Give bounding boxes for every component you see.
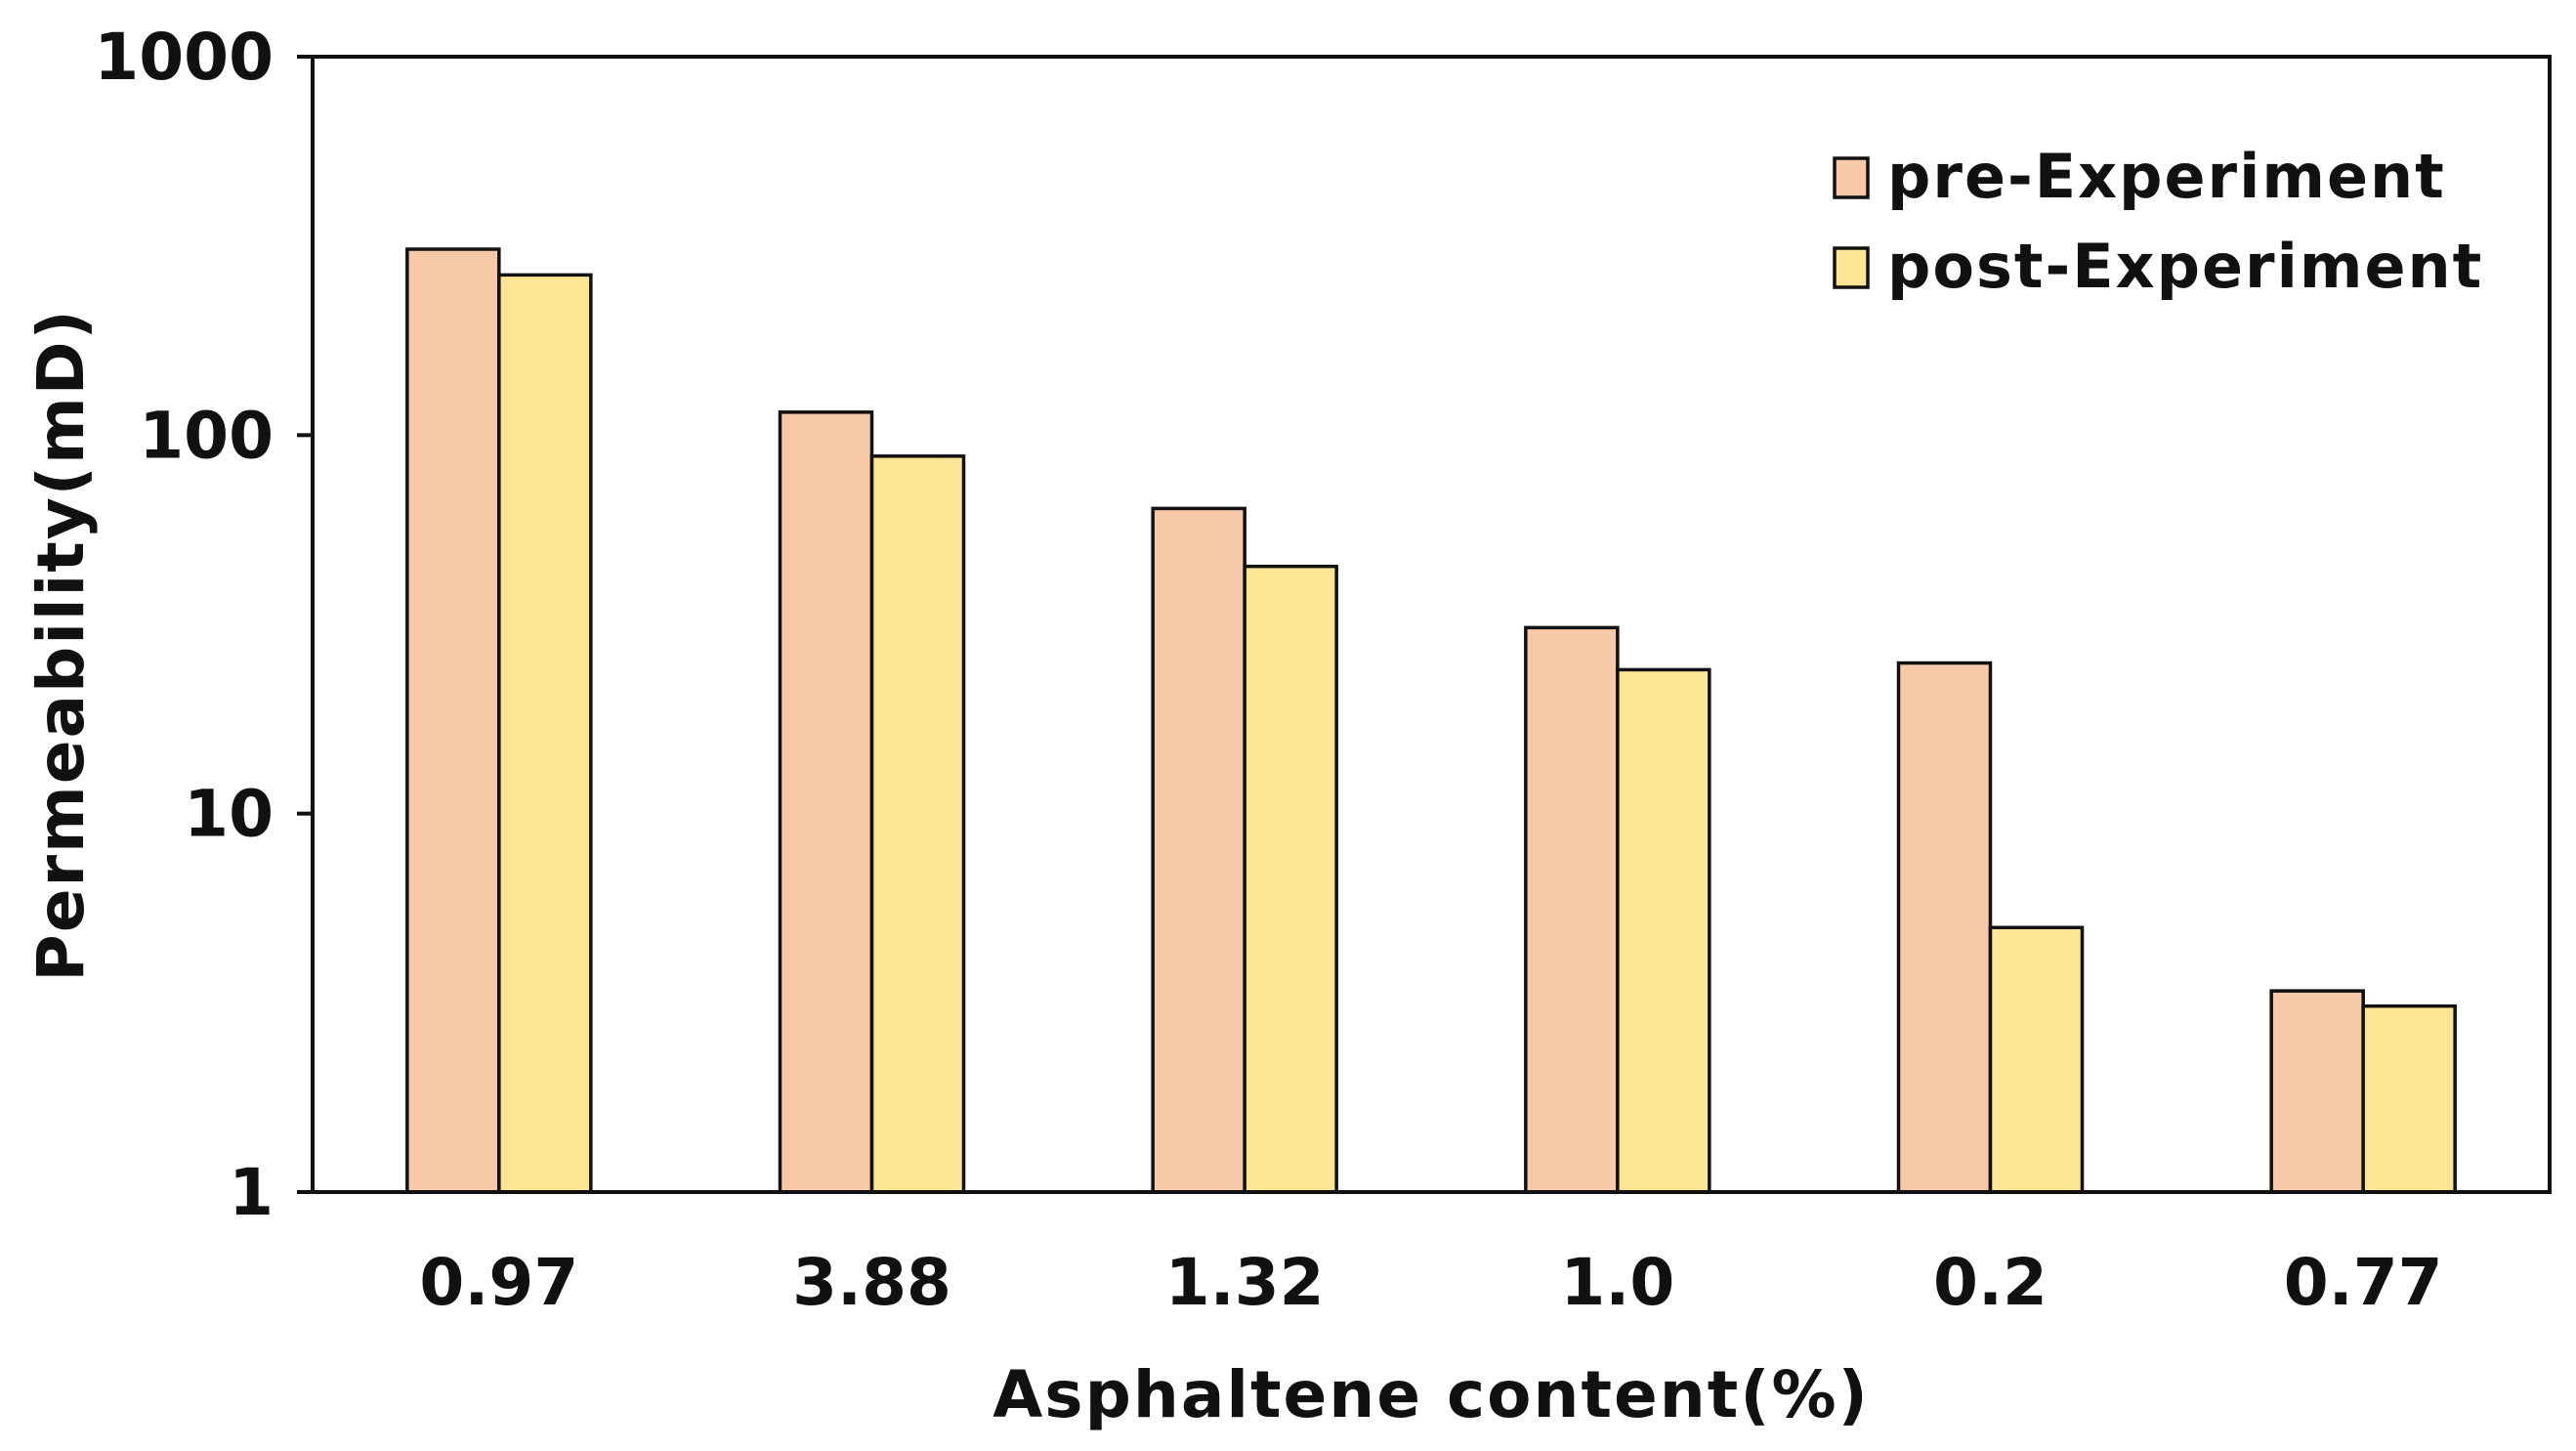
x-tick-label: 0.2: [1933, 1245, 2048, 1320]
bar-pre-0: [405, 247, 501, 1194]
bar-pre-2: [1151, 506, 1246, 1194]
y-tick-label: 10: [184, 777, 274, 852]
legend-label-post: post-Experiment: [1887, 231, 2483, 302]
x-tick-label: 1.32: [1165, 1245, 1325, 1320]
plot-frame: [311, 55, 2552, 1194]
x-tick-label: 0.77: [2284, 1245, 2443, 1320]
bar-post-3: [1616, 667, 1711, 1194]
bar-post-1: [869, 454, 966, 1194]
y-tick-label: 100: [139, 398, 274, 473]
bar-post-2: [1243, 564, 1338, 1194]
bar-post-4: [1988, 925, 2085, 1194]
legend-swatch-pre: [1833, 156, 1870, 199]
y-axis: 1 10 100 1000: [94, 20, 313, 1230]
bar-pre-4: [1896, 661, 1993, 1194]
bar-pre-1: [778, 410, 874, 1194]
legend-swatch-post: [1833, 246, 1870, 289]
bar-post-5: [2361, 1003, 2457, 1194]
bars-layer: [405, 247, 2457, 1194]
bar-pre-5: [2269, 989, 2365, 1194]
y-tick-label: 1: [229, 1155, 274, 1230]
legend-label-pre: pre-Experiment: [1887, 141, 2446, 212]
y-tick-label: 1000: [94, 20, 274, 95]
bar-pre-3: [1524, 625, 1620, 1194]
x-tick-label: 1.0: [1560, 1245, 1674, 1320]
x-axis-title: Asphaltene content(%): [992, 1357, 1870, 1432]
x-tick-label: 3.88: [792, 1245, 951, 1320]
x-tick-label: 0.97: [419, 1245, 578, 1320]
legend: pre-Experiment post-Experiment: [1833, 141, 2483, 302]
y-axis-title: Permeability(mD): [23, 308, 99, 981]
x-axis: 0.97 3.88 1.32 1.0 0.2 0.77: [419, 1245, 2442, 1320]
bar-post-0: [497, 273, 593, 1194]
